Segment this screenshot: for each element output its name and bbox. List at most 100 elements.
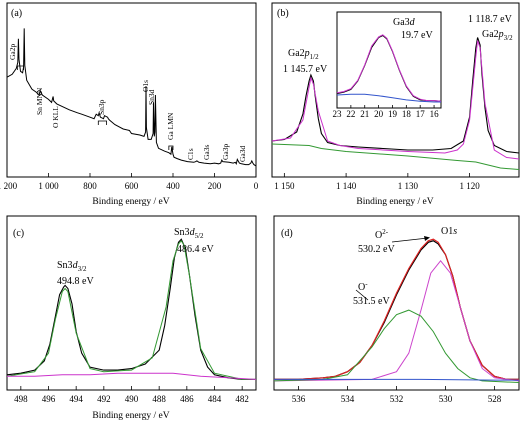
panel-c-tick-label-3: 492 <box>97 394 111 404</box>
ga3d-d: d <box>410 17 416 28</box>
ga2p32-p: p <box>498 29 504 40</box>
peak-label-10: Ga3d <box>238 146 247 162</box>
panel-c-series-fit <box>6 239 256 380</box>
ga2p12-label: Ga2p1/2 <box>288 48 319 61</box>
ga3d-label: Ga3d <box>393 17 416 28</box>
panel-c-tick-label-0: 498 <box>14 394 28 404</box>
ga3d-main: Ga3 <box>393 17 410 28</box>
sn3d32-label: Sn3d3/2 <box>57 260 87 273</box>
peak-bracket-3 <box>97 120 107 125</box>
om-label: O- <box>358 280 368 293</box>
panel-d-series <box>273 238 520 383</box>
panel-a-xlabel: Binding energy / eV <box>92 197 169 207</box>
panel-a-ticks: 1 200 1 000 800 600 400 200 0 <box>0 173 259 191</box>
panel-b-inset: 23 22 21 20 19 18 17 16 Ga3d 19.7 eV <box>333 11 442 119</box>
panel-c-tick-label-6: 486 <box>180 394 194 404</box>
peak-bracket-0 <box>16 65 24 70</box>
panel-c-tick-label-2: 494 <box>69 394 83 404</box>
panel-d-series-component_531.5 <box>273 309 520 383</box>
peak-label-1: Sn MNN <box>35 87 44 115</box>
panel-d-series-raw <box>274 240 519 380</box>
panel-d: 536 534 532 530 528 (d) O1s O2- 530.2 eV O- … <box>273 215 520 404</box>
sn3d32-value: 494.8 eV <box>57 276 94 287</box>
panel-d-tick-label-4: 528 <box>488 394 502 404</box>
ga2p12-p: p <box>304 48 310 59</box>
panel-c-ticks: 498 496 494 492 490 488 486 484 482 <box>14 386 249 404</box>
sn3d52-main: Sn3 <box>174 227 190 238</box>
panel-c-label: (c) <box>13 228 24 239</box>
inset-tick-label-2: 21 <box>360 109 369 119</box>
om-main: O <box>358 282 365 293</box>
inset-series-fit <box>336 34 442 102</box>
panel-b-series <box>271 37 520 170</box>
panel-d-tick-label-0: 536 <box>292 394 306 404</box>
peak-label-4: O1s <box>141 80 150 92</box>
panel-b-tick-label-3: 1 120 <box>459 181 480 191</box>
panel-d-series-background <box>274 378 519 381</box>
ga2p32-value: 1 118.7 eV <box>468 14 513 25</box>
inset-tick-label-4: 19 <box>388 109 398 119</box>
panel-b-series-background <box>271 143 520 170</box>
peak-label-8: Ga3s <box>202 145 211 160</box>
peak-bracket-6 <box>168 145 174 150</box>
sn3d32-d: d <box>73 260 79 271</box>
panel-d-label: (d) <box>281 228 293 239</box>
panel-a: 1 200 1 000 800 600 400 200 0 (a) Binding ener… <box>0 2 259 207</box>
panel-d-series-component_530.2 <box>273 259 520 382</box>
panel-c-frame <box>6 215 257 391</box>
inset-frame <box>336 11 442 109</box>
inset-tick-label-6: 17 <box>416 109 426 119</box>
peak-label-9: Ga3p <box>221 144 230 160</box>
inset-bg <box>337 12 441 108</box>
inset-tick-label-3: 20 <box>374 109 384 119</box>
peak-label-6: Ga LMN <box>166 112 175 140</box>
panel-d-tick-label-3: 530 <box>439 394 453 404</box>
panel-c-series <box>6 238 257 380</box>
o2-sup: 2- <box>382 228 389 236</box>
o2-arrow <box>391 237 429 243</box>
panel-a-tick-label-4: 400 <box>166 181 180 191</box>
panel-c-tick-label-4: 490 <box>125 394 139 404</box>
panel-b-ticks: 1 150 1 140 1 130 1 120 <box>274 173 480 191</box>
ga2p12-value: 1 145.7 eV <box>283 64 328 75</box>
panel-d-tick-label-1: 534 <box>341 394 355 404</box>
o2-main: O <box>375 230 382 241</box>
inset-series <box>336 34 442 103</box>
panel-c-tick-label-7: 484 <box>208 394 222 404</box>
o2-arrowhead <box>424 236 430 241</box>
peak-label-0: Ga2p <box>8 44 17 60</box>
ga3d-value: 19.7 eV <box>401 30 433 41</box>
panel-b: 1 150 1 140 1 130 1 120 (b) Binding energy … <box>271 2 520 207</box>
ga2p12-main: Ga2 <box>288 48 305 59</box>
o2-label: O2- <box>375 228 389 241</box>
ga2p32-sub: 3/2 <box>504 34 513 42</box>
panel-c-series-background <box>7 372 257 380</box>
panel-a-tick-label-6: 0 <box>254 181 259 191</box>
sn3d52-value: 486.4 eV <box>177 244 214 255</box>
panel-b-xlabel: Binding energy / eV <box>356 197 433 207</box>
panel-a-tick-label-1: 1 000 <box>38 181 59 191</box>
sn3d32-main: Sn3 <box>57 260 73 271</box>
panel-c-tick-label-1: 496 <box>42 394 56 404</box>
panel-b-tick-label-0: 1 150 <box>274 181 295 191</box>
o1s-s: s <box>453 226 457 237</box>
inset-ticks: 23 22 21 20 19 18 17 16 <box>333 105 439 119</box>
panel-b-series-fit <box>271 40 520 160</box>
ga2p32-label: Ga2p3/2 <box>482 29 513 42</box>
panel-a-tick-label-0: 1 200 <box>0 181 18 191</box>
panel-c-xlabel: Binding energy / eV <box>92 411 169 421</box>
om-sup: - <box>365 280 368 288</box>
om-leader <box>355 289 369 301</box>
sn3d32-sub: 3/2 <box>78 265 87 273</box>
panel-d-tick-label-2: 532 <box>390 394 404 404</box>
o2-value: 530.2 eV <box>358 244 395 255</box>
o1s-main: O1 <box>441 226 453 237</box>
inset-series-background <box>336 93 441 103</box>
ga2p12-sub: 1/2 <box>310 53 319 61</box>
sn3d52-label: Sn3d5/2 <box>174 227 204 240</box>
inset-tick-label-5: 18 <box>402 109 412 119</box>
sn3d52-d: d <box>190 227 196 238</box>
peak-label-7: C1s <box>186 148 195 160</box>
